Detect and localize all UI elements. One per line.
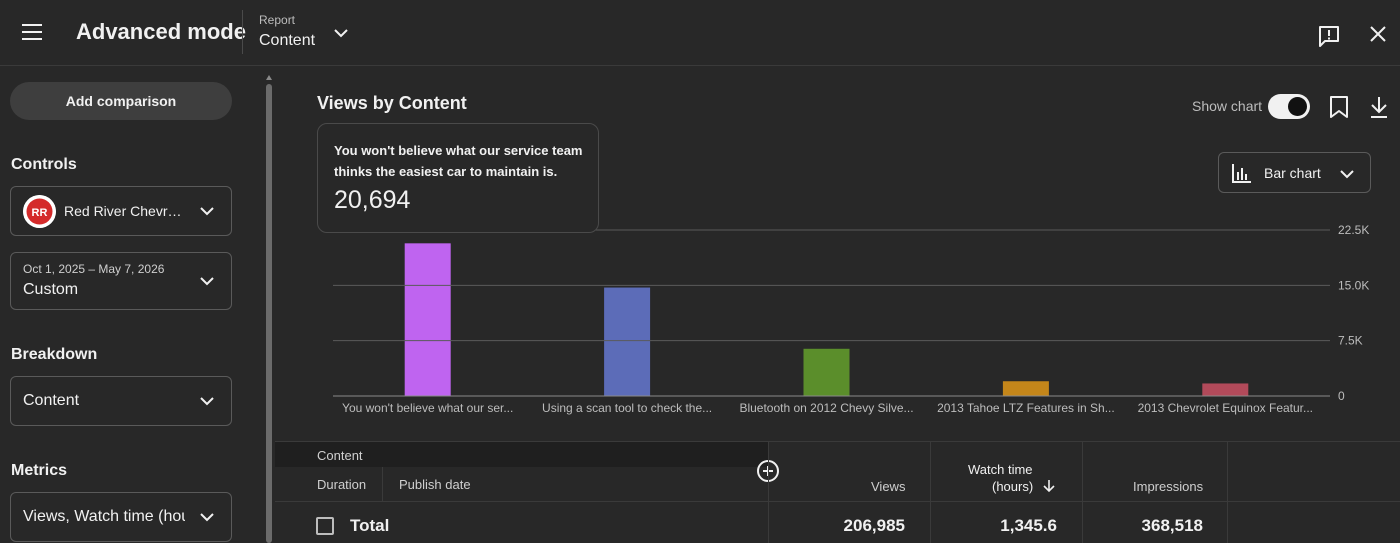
- chart-x-tick-label: You won't believe what our ser...: [342, 401, 513, 415]
- tooltip-title: You won't believe what our service team …: [334, 143, 583, 179]
- column-header-content[interactable]: Content: [317, 448, 363, 463]
- show-chart-toggle[interactable]: [1268, 94, 1310, 119]
- chevron-down-icon: [200, 207, 214, 216]
- chart-title: Views by Content: [317, 93, 467, 113]
- chevron-down-icon: [1340, 170, 1354, 179]
- divider: [275, 501, 1400, 502]
- chevron-down-icon: [200, 277, 214, 286]
- add-comparison-button[interactable]: Add comparison: [10, 82, 232, 120]
- bar-chart: 0 7.5K 15.0K 22.5K You won't believe what ou…: [333, 223, 1369, 415]
- divider: [768, 442, 769, 543]
- main-panel: Views by Content Show chart You won't be…: [275, 66, 1400, 543]
- toggle-knob: [1288, 97, 1307, 116]
- date-range-text: Oct 1, 2025 – May 7, 2026: [23, 262, 165, 276]
- total-views: 206,985: [843, 516, 905, 535]
- chevron-down-icon[interactable]: [332, 24, 350, 47]
- chart-x-tick-label: 2013 Chevrolet Equinox Featur...: [1138, 401, 1313, 415]
- sidebar-scrollbar[interactable]: [266, 84, 272, 543]
- channel-select[interactable]: RR Red River Chevrolet: [10, 186, 232, 236]
- breakdown-value: Content: [23, 392, 80, 409]
- feedback-icon[interactable]: [1317, 24, 1341, 53]
- chart-type-select[interactable]: Bar chart: [1218, 152, 1371, 193]
- menu-icon[interactable]: [22, 24, 42, 40]
- column-header-impressions[interactable]: Impressions: [1133, 479, 1204, 494]
- chart-x-tick-label: Bluetooth on 2012 Chevy Silve...: [739, 401, 913, 415]
- table-header-band: [275, 442, 768, 467]
- breakdown-select[interactable]: Content: [10, 376, 232, 426]
- column-header-watch-time-unit: (hours): [992, 479, 1034, 494]
- bar-chart-icon: [1232, 164, 1251, 183]
- tooltip-value: 20,694: [334, 186, 411, 214]
- column-header-duration[interactable]: Duration: [317, 477, 367, 492]
- divider: [242, 10, 243, 54]
- total-label: Total: [350, 516, 390, 535]
- chart-bar[interactable]: [604, 287, 651, 396]
- controls-heading: Controls: [11, 156, 77, 173]
- chart-bar[interactable]: [1002, 381, 1049, 396]
- metrics-value: Views, Watch time (hours), Impressions: [23, 508, 185, 525]
- metrics-heading: Metrics: [11, 462, 68, 479]
- divider: [930, 442, 931, 543]
- total-impressions: 368,518: [1141, 516, 1203, 535]
- chart-type-label: Bar chart: [1264, 165, 1321, 181]
- chart-y-tick-label: 22.5K: [1338, 223, 1369, 237]
- channel-name: Red River Chevrolet: [64, 203, 184, 219]
- sidebar: Add comparison Controls RR Red River Che…: [0, 66, 262, 543]
- chart-bar[interactable]: [404, 243, 451, 396]
- metrics-select[interactable]: Views, Watch time (hours), Impressions: [10, 492, 232, 542]
- date-range-select[interactable]: Oct 1, 2025 – May 7, 2026 Custom: [10, 252, 232, 310]
- page-title: Advanced mode: [76, 19, 246, 44]
- close-icon[interactable]: [1369, 25, 1387, 48]
- date-mode-text: Custom: [23, 281, 79, 298]
- divider: [1082, 442, 1083, 543]
- download-icon[interactable]: [1368, 95, 1390, 124]
- chart-x-tick-label: Using a scan tool to check the...: [542, 401, 712, 415]
- column-header-views[interactable]: Views: [871, 479, 906, 494]
- total-watch-time: 1,345.6: [1000, 516, 1057, 535]
- show-chart-label: Show chart: [1192, 98, 1263, 114]
- channel-avatar: RR: [23, 195, 56, 228]
- scroll-up-arrow[interactable]: [266, 75, 272, 80]
- divider: [382, 467, 383, 501]
- column-header-publish-date[interactable]: Publish date: [399, 477, 471, 492]
- bookmark-icon[interactable]: [1328, 95, 1350, 124]
- report-label: Report: [259, 13, 296, 27]
- breakdown-heading: Breakdown: [11, 346, 98, 363]
- report-selector[interactable]: Content: [259, 32, 316, 49]
- total-checkbox[interactable]: [316, 517, 334, 535]
- column-header-watch-time[interactable]: Watch time: [968, 462, 1033, 477]
- chart-bar[interactable]: [1202, 383, 1249, 396]
- chart-tooltip: You won't believe what our service team …: [317, 123, 599, 233]
- chart-y-tick-label: 0: [1338, 389, 1345, 403]
- divider: [1227, 442, 1228, 543]
- sort-arrow-icon[interactable]: [1042, 478, 1056, 494]
- data-table: Content Duration Publish date Views Watc…: [275, 441, 1400, 543]
- chevron-down-icon: [200, 513, 214, 522]
- chart-y-tick-label: 7.5K: [1338, 334, 1363, 348]
- svg-text:RR: RR: [32, 207, 48, 219]
- chart-bar[interactable]: [803, 348, 850, 396]
- chart-y-tick-label: 15.0K: [1338, 278, 1369, 292]
- top-bar: Advanced mode Report Content: [0, 0, 1400, 66]
- chevron-down-icon: [200, 397, 214, 406]
- chart-x-tick-label: 2013 Tahoe LTZ Features in Sh...: [937, 401, 1115, 415]
